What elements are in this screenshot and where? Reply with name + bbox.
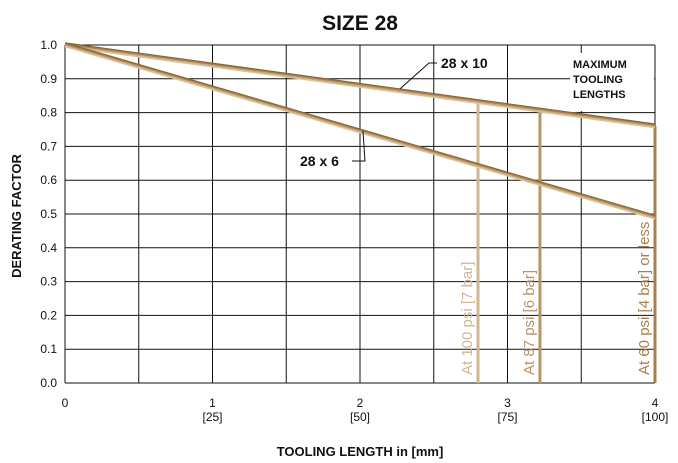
y-tick-label: 0.8 (40, 106, 57, 120)
y-tick-label: 0.0 (40, 376, 57, 390)
y-tick-label: 0.3 (40, 275, 57, 289)
y-tick-label: 0.9 (40, 72, 57, 86)
series-label-28x10: 28 x 10 (441, 55, 488, 71)
series-lines (64, 42, 657, 383)
x-axis-label: TOOLING LENGTH in [mm] (277, 444, 444, 459)
series-line (64, 43, 656, 127)
y-tick-label: 0.1 (40, 342, 57, 356)
note-background (570, 53, 654, 111)
pressure-limit-label: At 60 psi [4 bar] or less (636, 222, 653, 375)
series-line (64, 43, 656, 218)
note-line: TOOLING (573, 74, 623, 86)
x-tick-label: 1 (209, 396, 216, 410)
note-line: LENGTHS (573, 89, 626, 101)
x-tick-label: 4 (652, 396, 659, 410)
series-label-28x6: 28 x 6 (300, 153, 339, 169)
grid (64, 44, 656, 384)
series-line (64, 45, 656, 220)
max-tooling-note: MAXIMUM TOOLING LENGTHS (570, 53, 654, 111)
series-labels: At 100 psi [7 bar] At 87 psi [6 bar] At 60… (300, 55, 653, 375)
chart-title: SIZE 28 (322, 12, 398, 35)
y-tick-label: 0.4 (40, 241, 57, 255)
x-tick-label: 3 (504, 396, 511, 410)
series-line (64, 42, 656, 217)
x-tick-sublabel: [75] (497, 410, 517, 424)
leader-line-28x6 (352, 131, 366, 162)
series-line (64, 45, 656, 129)
series-line (64, 44, 656, 128)
x-tick-label: 0 (62, 396, 69, 410)
y-tick-label: 0.2 (40, 308, 57, 322)
series-line (64, 44, 656, 219)
x-tick-label: 2 (357, 396, 364, 410)
leader-line-28x10 (399, 62, 437, 90)
x-tick-sublabel: [100] (642, 410, 669, 424)
x-tick-sublabel: [50] (350, 410, 370, 424)
series-line (64, 42, 656, 125)
note-line: MAXIMUM (573, 59, 627, 71)
pressure-limit-label: At 100 psi [7 bar] (459, 262, 476, 375)
y-axis-label: DERATING FACTOR (9, 154, 24, 278)
tick-labels: 0.0 0.1 0.2 0.3 0.4 0.5 0.6 0.7 0.8 0.9 1.0 0 1[25] 2… (40, 38, 668, 424)
pressure-limit-label: At 87 psi [6 bar] (521, 270, 538, 375)
x-tick-sublabel: [25] (202, 410, 222, 424)
y-tick-label: 1.0 (40, 38, 57, 52)
y-tick-label: 0.5 (40, 207, 57, 221)
y-tick-label: 0.7 (40, 139, 57, 153)
y-tick-label: 0.6 (40, 173, 57, 187)
